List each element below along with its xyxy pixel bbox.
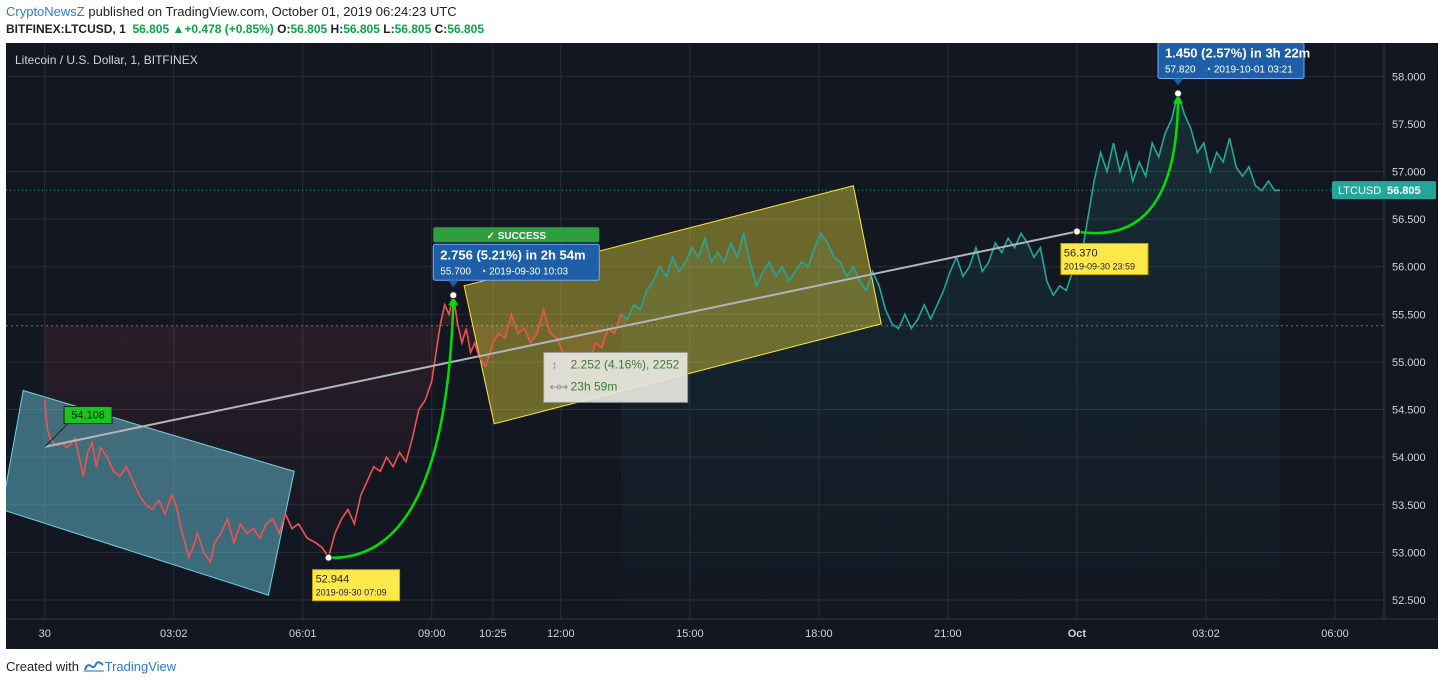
last-price-tag <box>1332 181 1436 200</box>
symbol-label: BITFINEX:LTCUSD, 1 <box>6 22 126 36</box>
success-callout-2-box <box>1157 41 1305 79</box>
ohlc-line: BITFINEX:LTCUSD, 1 56.805 ▲+0.478 (+0.85… <box>6 22 484 36</box>
x-tick-label: 21:00 <box>934 628 962 640</box>
close-label: C: <box>434 22 448 36</box>
high-label: H: <box>330 22 344 36</box>
y-tick-label: 58.000 <box>1392 71 1426 83</box>
success-callout-1-price: 55.700 <box>440 266 471 277</box>
y-tick-label: 57.500 <box>1392 119 1426 131</box>
mid-point-label-price: 56.370 <box>1064 248 1098 260</box>
tradingview-logo-icon <box>83 661 104 672</box>
success-callout-2-price: 57.820 <box>1165 64 1196 75</box>
open-value: 56.805 <box>290 22 328 36</box>
pivot-point-marker <box>324 553 333 562</box>
success-callout-1-pointer <box>448 280 459 288</box>
mid-point-label-time: 2019-09-30 23:59 <box>1064 262 1135 272</box>
start-label-pointer <box>44 420 71 448</box>
y-tick-label: 53.500 <box>1392 500 1426 512</box>
measure-duration: 23h 59m <box>571 379 618 393</box>
last-price-symbol: LTCUSD <box>1338 185 1381 197</box>
low-point-label-price: 52.944 <box>316 574 350 586</box>
low-label: L: <box>383 22 395 36</box>
price-chart[interactable]: 52.500 53.000 53.500 54.000 54.500 55.000 55.5… <box>1 25 1438 649</box>
x-axis-labels: 30 03:02 06:01 09:00 10:25 12:00 15:00 18:00 21:… <box>39 628 1349 640</box>
x-tick-label: 06:01 <box>289 628 317 640</box>
y-tick-label: 54.000 <box>1392 452 1426 464</box>
down-area-fill <box>44 295 628 562</box>
low-point-label-time: 2019-09-30 07:09 <box>316 588 387 598</box>
y-axis-labels: 52.500 53.000 53.500 54.000 54.500 55.000 55.5… <box>1332 71 1436 607</box>
measure-time-icon: ↤↦ <box>550 381 568 393</box>
x-tick-label: 03:02 <box>1192 628 1220 640</box>
x-tick-label: 30 <box>39 628 51 640</box>
open-label: O: <box>277 22 291 36</box>
success-callout-1-time: ◔ 2019-09-30 10:03 <box>480 266 568 277</box>
success-arc-1 <box>328 303 455 559</box>
success-callout-1-change: 2.756 (5.21%) in 2h 54m <box>440 247 585 262</box>
x-tick-label: 15:00 <box>676 628 704 640</box>
success-callout-1-badge <box>433 227 600 243</box>
close-value: 56.805 <box>447 22 484 36</box>
pivot-point-marker <box>449 291 458 300</box>
success-arc-2-arrowhead <box>1173 94 1184 104</box>
author-name[interactable]: CryptoNewsZ <box>6 4 85 19</box>
success-callout-1-badge-text: ✓ SUCCESS <box>487 231 547 242</box>
trend-line <box>44 230 1078 448</box>
success-callout-2-change: 1.450 (2.57%) in 3h 22m <box>1165 45 1310 60</box>
y-tick-label: 55.000 <box>1392 357 1426 369</box>
x-tick-label: 12:00 <box>547 628 575 640</box>
price-axis[interactable] <box>1384 43 1438 649</box>
drawings: 54.108 52.944 2019-09-30 07:09 56.370 2019-0… <box>44 25 1310 602</box>
x-tick-label: 18:00 <box>805 628 833 640</box>
price-area-fill <box>44 93 1280 619</box>
low-value: 56.805 <box>394 22 432 36</box>
x-tick-label: 03:02 <box>160 628 188 640</box>
start-price-label <box>63 406 113 425</box>
success-callout-2-pointer <box>1173 78 1184 86</box>
y-tick-label: 54.500 <box>1392 405 1426 417</box>
footer: Created with TradingView <box>6 659 176 674</box>
price-line-teal <box>620 90 1280 331</box>
measure-change: 2.252 (4.16%), 2252 <box>571 357 680 371</box>
y-tick-label: 56.000 <box>1392 262 1426 274</box>
last-price-value: 56.805 <box>1387 185 1421 197</box>
x-tick-label: 06:00 <box>1321 628 1349 640</box>
pivot-point-marker <box>1072 227 1081 236</box>
start-price-text: 54.108 <box>71 410 105 422</box>
success-arc-1-arrowhead <box>448 296 459 306</box>
up-area-fill <box>621 93 1280 619</box>
mid-point-label <box>1060 243 1149 276</box>
x-tick-label: 10:25 <box>479 628 507 640</box>
success-callout-2-time: ◔ 2019-10-01 03:21 <box>1205 64 1293 75</box>
y-tick-label: 55.500 <box>1392 309 1426 321</box>
chart-title: Litecoin / U.S. Dollar, 1, BITFINEX <box>15 53 198 67</box>
y-tick-label: 56.500 <box>1392 214 1426 226</box>
price-change: +0.478 (+0.85%) <box>184 22 274 36</box>
y-tick-label: 52.500 <box>1392 595 1426 607</box>
y-tick-label: 57.000 <box>1392 167 1426 179</box>
low-point-label <box>312 569 401 602</box>
success-arc-2 <box>1076 101 1180 235</box>
y-tick-label: 53.000 <box>1392 547 1426 559</box>
x-tick-label: 09:00 <box>418 628 446 640</box>
tradingview-brand[interactable]: TradingView <box>104 659 177 674</box>
publisher-line: CryptoNewsZ published on TradingView.com… <box>6 4 457 19</box>
pivot-point-marker <box>1174 89 1183 98</box>
last-price: 56.805 <box>132 22 170 36</box>
up-arrow-icon: ▲ <box>172 22 185 36</box>
high-value: 56.805 <box>343 22 380 36</box>
measure-price-icon: ↕ <box>552 359 558 371</box>
success-callout-1-box <box>432 243 600 281</box>
chart-area[interactable]: 52.500 53.000 53.500 54.000 54.500 55.000 55.5… <box>1 25 1438 649</box>
created-with-label: Created with <box>6 659 79 674</box>
measure-tooltip <box>543 351 689 403</box>
x-tick-label: Oct <box>1068 628 1087 640</box>
published-text: published on TradingView.com, October 01… <box>84 4 457 19</box>
